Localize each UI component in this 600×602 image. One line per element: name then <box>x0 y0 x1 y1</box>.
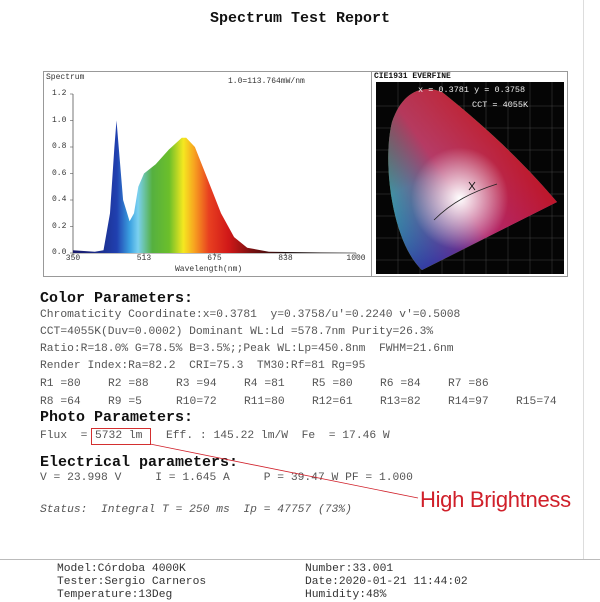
flux-value: 5732 lm <box>95 430 143 442</box>
cie-label: CIE1931 EVERFINE <box>372 72 453 82</box>
r-value-5: R5 =80 <box>312 378 353 390</box>
cie-coords: x = 0.3781 y = 0.3758 <box>418 85 526 95</box>
spectrum-label: Spectrum <box>46 73 85 82</box>
spectrum-chart <box>70 93 357 256</box>
r-value-1: R1 =80 <box>40 378 81 390</box>
footer-tester: Tester:Sergio Carneros <box>57 576 207 588</box>
electrical-parameters-heading: Electrical parameters: <box>40 454 239 471</box>
page-edge <box>583 0 584 560</box>
flux-label: Flux = <box>40 430 88 442</box>
y-tick-label: 0.8 <box>52 142 67 151</box>
r-value-3: R3 =94 <box>176 378 217 390</box>
cie-diagram <box>376 82 564 274</box>
footer-humidity: Humidity:48% <box>305 589 387 601</box>
r-value-12: R12=61 <box>312 396 353 408</box>
flux-highlight-box <box>91 428 151 445</box>
x-tick-label: 350 <box>65 254 81 263</box>
y-tick-label: 1.0 <box>52 115 67 125</box>
spectrum-chart-panel: Spectrum 1.0=113.764mW/nm Wavelength(nm)… <box>43 71 372 277</box>
x-tick-label: 838 <box>278 254 293 263</box>
ratio-line: Ratio:R=18.0% G=78.5% B=3.5%;;Peak WL:Lp… <box>40 343 454 355</box>
r-value-8: R8 =64 <box>40 396 81 408</box>
status-line: Status: Integral T = 250 ms Ip = 47757 (… <box>40 504 352 516</box>
r-value-10: R10=72 <box>176 396 217 408</box>
x-tick-label: 1000 <box>346 254 366 263</box>
spectrum-area <box>73 120 356 253</box>
x-tick-label: 675 <box>207 254 222 263</box>
efficacy-line: Eff. : 145.22 lm/W Fe = 17.46 W <box>166 430 390 442</box>
y-tick-label: 0.4 <box>52 195 67 204</box>
high-brightness-annotation: High Brightness <box>420 487 571 512</box>
scale-note: 1.0=113.764mW/nm <box>228 77 305 86</box>
y-tick-label: 0.2 <box>52 221 67 231</box>
chromaticity-line: Chromaticity Coordinate:x=0.3781 y=0.375… <box>40 309 461 321</box>
y-tick-label: 0.0 <box>52 248 67 257</box>
r-value-9: R9 =5 <box>108 396 142 408</box>
y-tick-label: 0.6 <box>52 168 67 178</box>
r-value-2: R2 =88 <box>108 378 149 390</box>
r-value-4: R4 =81 <box>244 378 285 390</box>
footer-temperature: Temperature:13Deg <box>57 589 173 601</box>
cie-cct: CCT = 4055K <box>472 100 529 110</box>
footer-date: Date:2020-01-21 11:44:02 <box>305 576 468 588</box>
cie-diagram-panel: CIE1931 EVERFINE x = 0.3781 y = 0.3758 C… <box>371 71 568 277</box>
r-value-6: R6 =84 <box>380 378 421 390</box>
x-tick-label: 513 <box>136 254 152 263</box>
r-value-14: R14=97 <box>448 396 489 408</box>
footer-divider <box>0 559 600 560</box>
y-tick-label: 1.2 <box>52 89 67 98</box>
footer-model: Model:Córdoba 4000K <box>57 563 186 575</box>
r-value-13: R13=82 <box>380 396 421 408</box>
chromaticity-marker <box>468 181 476 191</box>
color-parameters-heading: Color Parameters: <box>40 290 194 307</box>
render-index-line: Render Index:Ra=82.2 CRI=75.3 TM30:Rf=81… <box>40 360 366 372</box>
r-value-15: R15=74 <box>516 396 557 408</box>
report-title: Spectrum Test Report <box>209 10 391 27</box>
footer-number: Number:33.001 <box>305 563 394 575</box>
cct-line: CCT=4055K(Duv=0.0002) Dominant WL:Ld =57… <box>40 326 434 338</box>
x-axis-label: Wavelength(nm) <box>175 265 243 274</box>
electrical-line: V = 23.998 V I = 1.645 A P = 39.47 W PF … <box>40 472 413 484</box>
planckian-locus <box>433 183 498 221</box>
r-value-7: R7 =86 <box>448 378 489 390</box>
photo-parameters-heading: Photo Parameters: <box>40 409 194 426</box>
r-value-11: R11=80 <box>244 396 285 408</box>
